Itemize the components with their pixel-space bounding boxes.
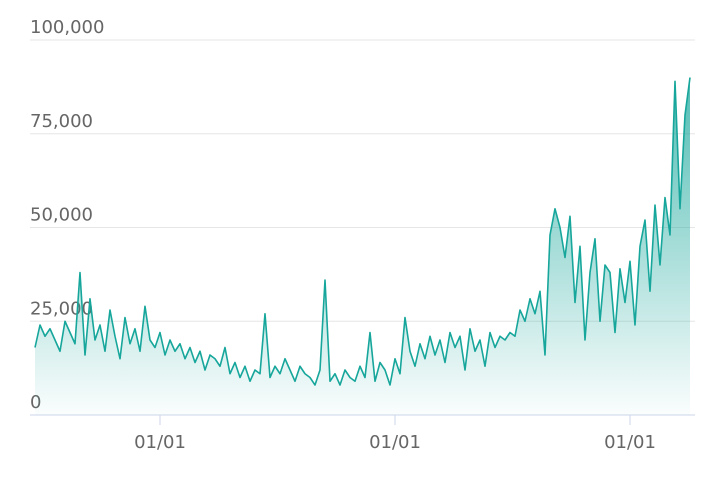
x-tick-label: 01/01 bbox=[604, 432, 656, 453]
x-tick-label: 01/01 bbox=[369, 432, 421, 453]
y-tick-label: 50,000 bbox=[30, 205, 93, 226]
x-tick-label: 01/01 bbox=[134, 432, 186, 453]
area-fill bbox=[35, 77, 690, 415]
y-tick-label: 100,000 bbox=[30, 17, 104, 38]
y-tick-label: 75,000 bbox=[30, 111, 93, 132]
line bbox=[34, 77, 691, 386]
y-tick-label: 25,000 bbox=[30, 298, 93, 319]
